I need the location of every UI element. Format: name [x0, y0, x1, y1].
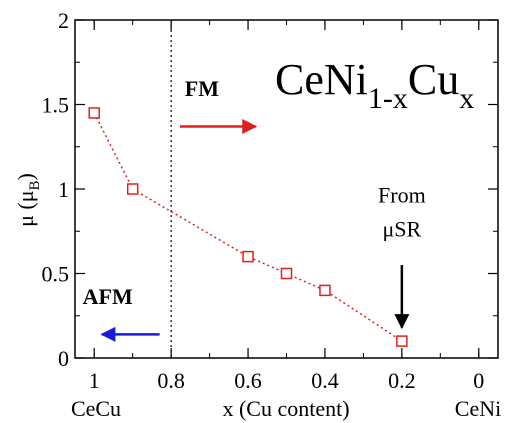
fm-label: FM: [185, 76, 219, 101]
from-msr-label-line1: From: [378, 183, 426, 208]
y-tick-label: 2: [58, 8, 69, 33]
x-tick-label: 0.2: [388, 368, 416, 393]
x-end-left-label: CeCu: [71, 396, 121, 421]
series-points: [88, 107, 408, 347]
y-axis-ticks: 0 0.5 1 1.5 2: [42, 8, 498, 371]
data-point: [319, 284, 331, 297]
series-dotted-line: [93, 112, 403, 342]
afm-label: AFM: [83, 284, 133, 309]
data-point: [88, 107, 100, 119]
from-msr-label-line2: μSR: [383, 216, 422, 241]
data-point: [396, 335, 408, 347]
y-tick-label: 0.5: [42, 262, 70, 287]
x-tick-label: 0: [473, 368, 484, 393]
y-tick-label: 0: [58, 346, 69, 371]
x-end-right-label: CeNi: [455, 396, 501, 421]
y-axis-title: μ (μB): [13, 173, 43, 227]
x-tick-label: 1: [89, 368, 100, 393]
x-tick-label: 0.6: [234, 368, 262, 393]
x-tick-label: 0.4: [311, 368, 339, 393]
y-tick-label: 1.5: [42, 93, 70, 118]
data-point: [242, 250, 254, 263]
x-axis-title: x (Cu content): [222, 396, 349, 421]
x-tick-label: 0.8: [157, 368, 185, 393]
data-point: [126, 183, 139, 195]
data-point: [280, 267, 293, 280]
x-axis-ticks: 1 0.8 0.6 0.4 0.2 0: [89, 20, 484, 393]
formula-label: CeNi1-xCux: [275, 55, 474, 115]
y-tick-label: 1: [58, 177, 69, 202]
